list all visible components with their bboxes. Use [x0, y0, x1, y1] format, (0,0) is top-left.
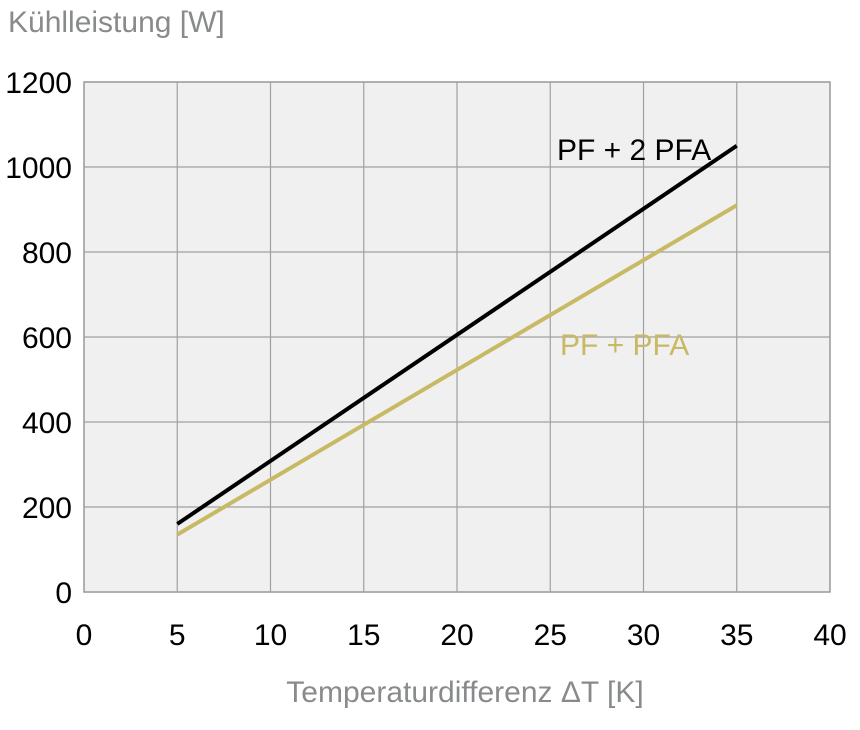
y-tick-label: 0 [55, 577, 72, 610]
x-tick-label: 20 [440, 619, 473, 652]
x-tick-label: 35 [720, 619, 753, 652]
y-tick-label: 200 [22, 492, 72, 525]
y-tick-label: 1200 [5, 67, 72, 100]
y-tick-label: 1000 [5, 152, 72, 185]
y-tick-label: 400 [22, 407, 72, 440]
x-tick-label: 15 [347, 619, 380, 652]
x-tick-label: 25 [534, 619, 567, 652]
x-tick-label: 10 [254, 619, 287, 652]
x-axis-label: Temperaturdifferenz ΔT [K] [286, 676, 643, 709]
series-line-0 [176, 144, 738, 526]
series-line-1 [176, 203, 738, 537]
x-tick-label: 0 [76, 619, 93, 652]
series-label-pf-2pfa: PF + 2 PFA [557, 134, 711, 167]
x-tick-label: 30 [627, 619, 660, 652]
x-tick-label: 40 [813, 619, 846, 652]
y-tick-label: 600 [22, 322, 72, 355]
x-tick-label: 5 [169, 619, 186, 652]
y-axis-label: Kühlleistung [W] [8, 6, 225, 39]
y-tick-label: 800 [22, 237, 72, 270]
series-label-pf-pfa: PF + PFA [560, 329, 689, 362]
